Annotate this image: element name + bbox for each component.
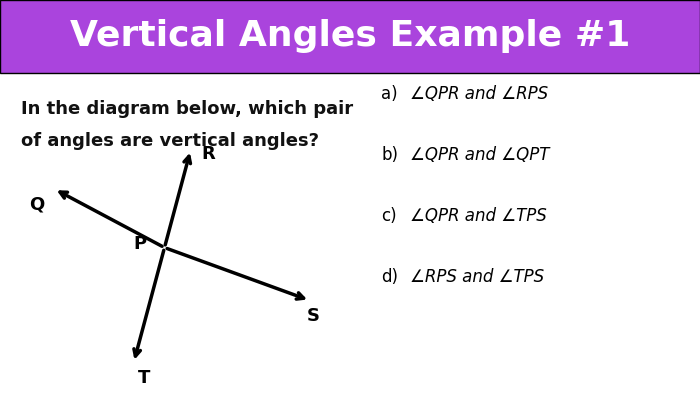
Text: In the diagram below, which pair: In the diagram below, which pair xyxy=(21,100,353,118)
Text: ∠RPS and ∠TPS: ∠RPS and ∠TPS xyxy=(410,268,544,286)
Text: Vertical Angles Example #1: Vertical Angles Example #1 xyxy=(70,19,630,53)
Text: of angles are vertical angles?: of angles are vertical angles? xyxy=(21,132,319,150)
Text: Q: Q xyxy=(29,196,44,214)
Text: b): b) xyxy=(382,146,398,164)
Text: ∠QPR and ∠TPS: ∠QPR and ∠TPS xyxy=(410,207,546,225)
Text: S: S xyxy=(307,307,320,325)
Text: R: R xyxy=(202,145,215,163)
Text: a): a) xyxy=(382,85,398,103)
Text: ∠QPR and ∠QPT: ∠QPR and ∠QPT xyxy=(410,146,549,164)
Text: T: T xyxy=(138,369,150,387)
Text: c): c) xyxy=(382,207,397,225)
Text: P: P xyxy=(134,235,146,253)
FancyBboxPatch shape xyxy=(0,0,700,73)
Text: d): d) xyxy=(382,268,398,286)
Text: ∠QPR and ∠RPS: ∠QPR and ∠RPS xyxy=(410,85,547,103)
